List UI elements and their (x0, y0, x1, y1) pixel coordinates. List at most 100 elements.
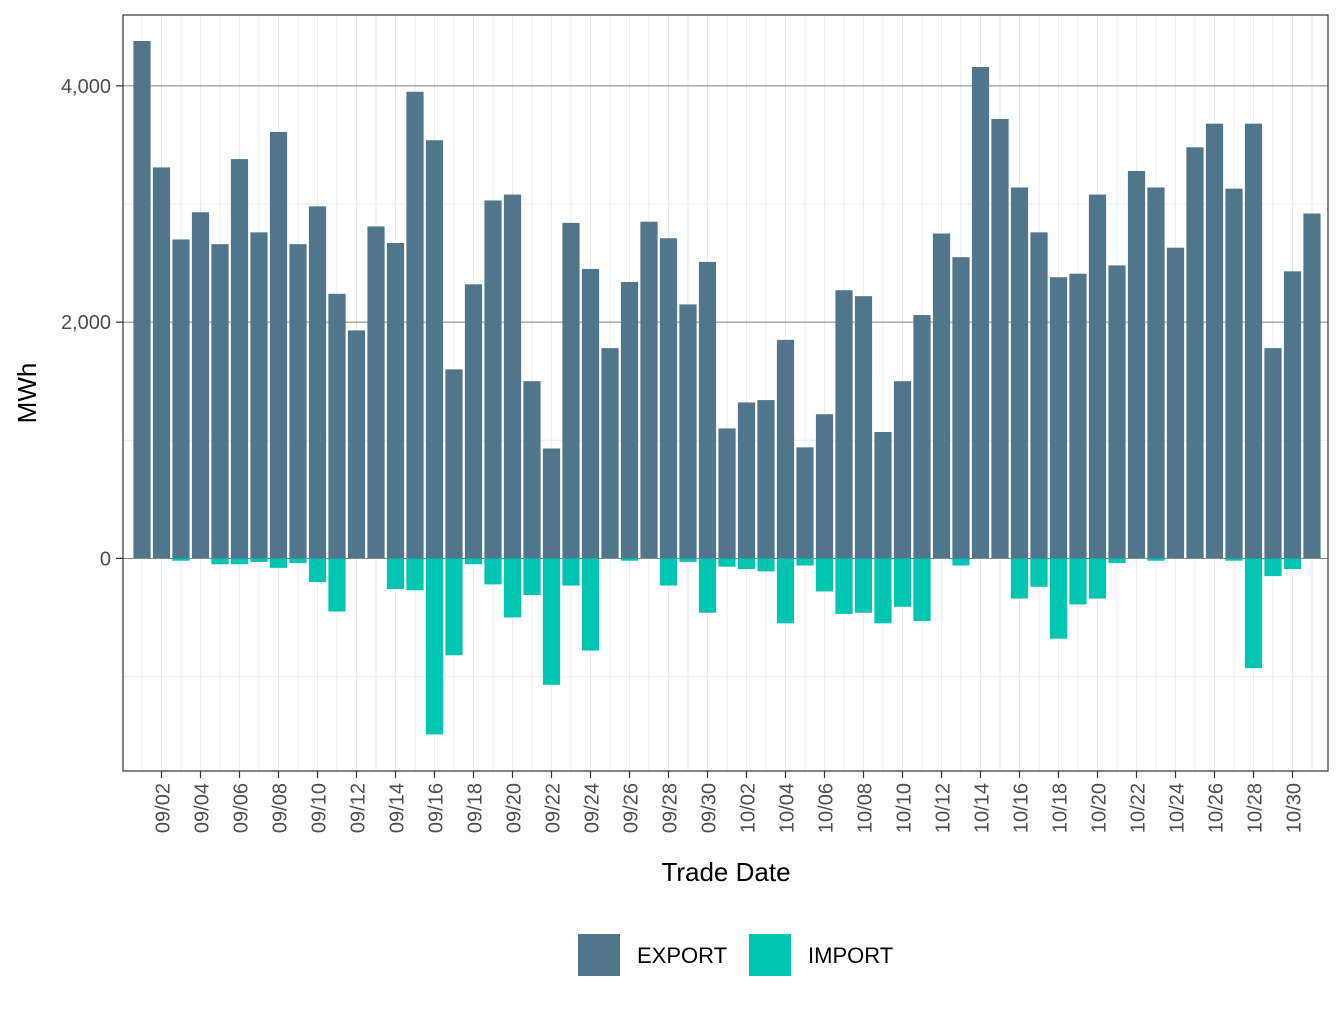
bar-export-10-12 (932, 233, 951, 559)
bar-export-10-21 (1108, 265, 1126, 559)
y-tick-label: 0 (100, 548, 111, 570)
bar-export-09-14 (386, 242, 405, 559)
bar-export-10-05 (796, 447, 814, 559)
x-tick-label: 10/10 (894, 783, 916, 833)
bar-export-09-17 (445, 369, 463, 559)
bar-export-10-28 (1244, 123, 1263, 559)
y-tick-label: 4,000 (61, 76, 111, 98)
x-tick-label: 09/08 (270, 783, 292, 833)
bar-import-09-07 (250, 558, 268, 562)
bar-import-10-05 (796, 558, 814, 566)
bar-export-09-07 (250, 232, 268, 559)
bar-export-10-16 (1010, 187, 1029, 559)
bar-export-10-20 (1088, 194, 1107, 559)
bar-import-10-28 (1244, 558, 1263, 669)
bar-import-10-04 (776, 558, 795, 624)
bar-import-09-15 (406, 558, 424, 591)
bar-export-09-25 (601, 348, 619, 559)
bar-export-10-10 (893, 381, 912, 559)
bar-export-10-17 (1030, 232, 1048, 559)
bar-export-10-22 (1127, 170, 1146, 559)
bar-import-09-26 (620, 558, 639, 561)
x-tick-label: 10/18 (1050, 783, 1072, 833)
bar-export-10-04 (776, 339, 795, 559)
import-bars (172, 558, 1302, 735)
x-tick-label: 09/26 (621, 783, 643, 833)
bar-import-10-18 (1049, 558, 1068, 639)
bar-export-10-30 (1283, 271, 1302, 559)
x-tick-label: 09/30 (699, 783, 721, 833)
x-tick-label: 10/22 (1128, 783, 1150, 833)
bar-export-09-16 (425, 140, 444, 559)
bar-export-09-23 (562, 222, 580, 559)
bar-import-10-17 (1030, 558, 1048, 587)
x-tick-label: 10/30 (1284, 783, 1306, 833)
bar-import-10-29 (1264, 558, 1282, 577)
bar-import-09-30 (698, 558, 717, 613)
bar-import-10-19 (1069, 558, 1087, 605)
bar-import-10-30 (1283, 558, 1302, 570)
bar-import-10-11 (913, 558, 931, 621)
bar-export-09-30 (698, 261, 717, 559)
bar-export-09-19 (484, 200, 502, 559)
bar-import-10-27 (1225, 558, 1243, 561)
x-tick-label: 10/16 (1011, 783, 1033, 833)
bar-export-10-29 (1264, 348, 1282, 559)
legend-label-import: IMPORT (808, 943, 893, 968)
bar-export-09-13 (367, 226, 385, 559)
bar-export-09-08 (269, 131, 288, 559)
x-tick-label: 09/14 (387, 783, 409, 833)
bar-export-10-25 (1186, 147, 1204, 559)
bar-export-10-03 (757, 400, 775, 559)
bar-export-09-18 (464, 284, 483, 559)
bar-export-09-15 (406, 91, 424, 559)
plot-panel-border (122, 14, 1329, 772)
bar-export-10-01 (718, 428, 736, 559)
bar-export-09-28 (659, 238, 678, 559)
x-tick-label: 09/18 (465, 783, 487, 833)
bar-import-09-19 (484, 558, 502, 585)
bar-import-09-14 (386, 558, 405, 590)
x-tick-label: 10/08 (855, 783, 877, 833)
bar-export-09-03 (172, 239, 190, 559)
bar-import-09-10 (308, 558, 327, 582)
bar-export-09-21 (523, 381, 541, 559)
bar-export-10-18 (1049, 277, 1068, 559)
bar-import-09-08 (269, 558, 288, 568)
x-axis-title: Trade Date (661, 857, 790, 887)
bar-export-09-11 (328, 293, 346, 559)
bar-import-10-03 (757, 558, 775, 572)
x-tick-label: 10/24 (1167, 783, 1189, 833)
bar-export-10-15 (991, 118, 1009, 559)
bar-import-09-28 (659, 558, 678, 586)
bar-import-10-06 (815, 558, 834, 592)
bar-export-10-14 (971, 66, 990, 559)
y-axis: 0 2,000 4,000 (61, 76, 123, 570)
bar-export-10-23 (1147, 187, 1165, 559)
bar-import-10-09 (874, 558, 892, 624)
bar-export-09-12 (347, 330, 366, 559)
bar-import-10-02 (737, 558, 756, 570)
bar-export-09-05 (211, 244, 229, 559)
x-tick-label: 10/02 (738, 783, 760, 833)
x-tick-label: 09/16 (426, 783, 448, 833)
x-axis: 09/02 09/04 09/06 09/08 09/10 09/12 09/14 09/16… (153, 771, 1306, 833)
bar-import-10-01 (718, 558, 736, 567)
bar-export-09-06 (230, 159, 249, 559)
x-tick-label: 09/22 (543, 783, 565, 833)
x-tick-label: 09/06 (231, 783, 253, 833)
bar-import-10-20 (1088, 558, 1107, 599)
x-tick-label: 09/04 (192, 783, 214, 833)
bar-export-09-02 (152, 167, 171, 559)
bar-export-09-29 (679, 304, 697, 559)
bar-import-09-05 (211, 558, 229, 565)
bar-import-09-16 (425, 558, 444, 735)
bar-import-09-06 (230, 558, 249, 565)
bar-export-09-09 (289, 244, 307, 559)
bar-export-10-09 (874, 431, 892, 559)
x-tick-label: 10/04 (777, 783, 799, 833)
bar-import-09-18 (464, 558, 483, 565)
x-tick-label: 09/20 (504, 783, 526, 833)
x-tick-label: 10/26 (1206, 783, 1228, 833)
